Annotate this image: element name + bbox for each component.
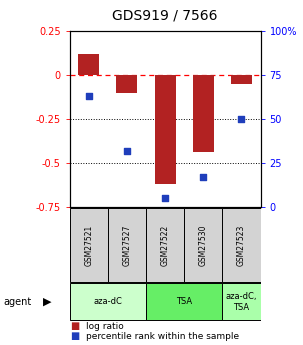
Bar	[70, 208, 108, 282]
Text: log ratio: log ratio	[86, 322, 124, 331]
Text: GSM27521: GSM27521	[84, 224, 93, 266]
Text: agent: agent	[3, 297, 31, 307]
Bar	[108, 208, 146, 282]
Text: ■: ■	[70, 321, 79, 331]
Point	[201, 174, 206, 180]
Point	[86, 93, 91, 99]
Point	[163, 195, 168, 201]
Text: GSM27523: GSM27523	[237, 224, 246, 266]
Bar	[70, 283, 146, 321]
Bar	[146, 208, 184, 282]
Text: aza-dC,
TSA: aza-dC, TSA	[226, 292, 257, 312]
Bar	[184, 208, 222, 282]
Text: ■: ■	[70, 332, 79, 341]
Bar	[222, 208, 261, 282]
Point	[239, 116, 244, 122]
Bar	[193, 75, 214, 152]
Text: GSM27530: GSM27530	[199, 224, 208, 266]
Bar	[78, 54, 99, 75]
Point	[125, 148, 129, 154]
Text: ▶: ▶	[43, 297, 51, 307]
Text: GSM27522: GSM27522	[161, 224, 170, 266]
Text: aza-dC: aza-dC	[93, 297, 122, 306]
Bar	[222, 283, 261, 321]
Bar	[231, 75, 252, 84]
Bar	[116, 75, 138, 93]
Text: GSM27527: GSM27527	[122, 224, 132, 266]
Bar	[146, 283, 222, 321]
Text: TSA: TSA	[176, 297, 192, 306]
Bar	[155, 75, 176, 184]
Text: GDS919 / 7566: GDS919 / 7566	[112, 9, 218, 22]
Text: percentile rank within the sample: percentile rank within the sample	[86, 332, 239, 341]
